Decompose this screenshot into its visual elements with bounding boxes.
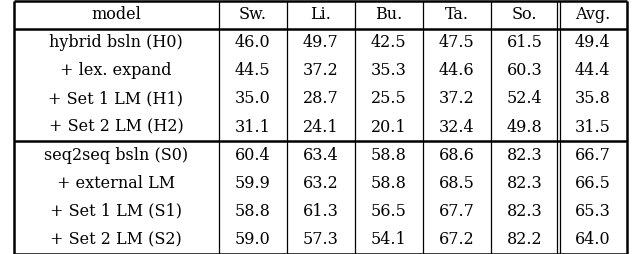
Text: Li.: Li. — [310, 6, 331, 23]
Text: 63.4: 63.4 — [303, 147, 339, 164]
Text: 58.8: 58.8 — [371, 147, 406, 164]
Text: 49.8: 49.8 — [507, 119, 542, 135]
Text: 68.6: 68.6 — [438, 147, 474, 164]
Text: 68.5: 68.5 — [438, 175, 474, 192]
Text: 47.5: 47.5 — [438, 34, 474, 51]
Text: 52.4: 52.4 — [507, 90, 542, 107]
Text: 61.3: 61.3 — [303, 203, 339, 220]
Text: 59.0: 59.0 — [235, 231, 270, 248]
Text: 54.1: 54.1 — [371, 231, 406, 248]
Text: 42.5: 42.5 — [371, 34, 406, 51]
Text: + lex. expand: + lex. expand — [60, 62, 172, 79]
Text: 49.7: 49.7 — [303, 34, 339, 51]
Text: 58.8: 58.8 — [371, 175, 406, 192]
Text: Bu.: Bu. — [375, 6, 402, 23]
Text: 31.5: 31.5 — [575, 119, 611, 135]
Text: seq2seq bsln (S0): seq2seq bsln (S0) — [44, 147, 188, 164]
Text: 67.7: 67.7 — [438, 203, 474, 220]
Text: 59.9: 59.9 — [235, 175, 271, 192]
Text: hybrid bsln (H0): hybrid bsln (H0) — [49, 34, 183, 51]
Text: 60.4: 60.4 — [235, 147, 270, 164]
Text: 37.2: 37.2 — [303, 62, 339, 79]
Text: 46.0: 46.0 — [235, 34, 270, 51]
Text: + Set 1 LM (H1): + Set 1 LM (H1) — [49, 90, 184, 107]
Text: 35.3: 35.3 — [371, 62, 406, 79]
Text: 56.5: 56.5 — [371, 203, 406, 220]
Text: 60.3: 60.3 — [507, 62, 542, 79]
Text: 49.4: 49.4 — [575, 34, 611, 51]
Text: 61.5: 61.5 — [507, 34, 543, 51]
Text: 63.2: 63.2 — [303, 175, 339, 192]
Text: 64.0: 64.0 — [575, 231, 611, 248]
Text: 66.5: 66.5 — [575, 175, 611, 192]
Text: 31.1: 31.1 — [235, 119, 271, 135]
Text: Ta.: Ta. — [445, 6, 468, 23]
Text: So.: So. — [512, 6, 537, 23]
Text: 37.2: 37.2 — [438, 90, 474, 107]
Text: 65.3: 65.3 — [575, 203, 611, 220]
Text: 35.8: 35.8 — [575, 90, 611, 107]
Text: + Set 2 LM (H2): + Set 2 LM (H2) — [49, 119, 184, 135]
Text: 35.0: 35.0 — [235, 90, 270, 107]
Text: 20.1: 20.1 — [371, 119, 406, 135]
Text: 28.7: 28.7 — [303, 90, 339, 107]
Text: 82.3: 82.3 — [507, 203, 542, 220]
Text: Avg.: Avg. — [575, 6, 610, 23]
Text: 82.3: 82.3 — [507, 175, 542, 192]
Text: Sw.: Sw. — [239, 6, 266, 23]
Text: 57.3: 57.3 — [303, 231, 339, 248]
Text: 44.5: 44.5 — [235, 62, 270, 79]
Text: 44.6: 44.6 — [438, 62, 474, 79]
Text: + Set 2 LM (S2): + Set 2 LM (S2) — [50, 231, 182, 248]
Text: + Set 1 LM (S1): + Set 1 LM (S1) — [50, 203, 182, 220]
Text: 66.7: 66.7 — [575, 147, 611, 164]
Text: model: model — [91, 6, 141, 23]
Text: + external LM: + external LM — [57, 175, 175, 192]
Text: 24.1: 24.1 — [303, 119, 339, 135]
Text: 44.4: 44.4 — [575, 62, 611, 79]
Text: 32.4: 32.4 — [438, 119, 474, 135]
Text: 25.5: 25.5 — [371, 90, 406, 107]
Text: 82.2: 82.2 — [507, 231, 542, 248]
Text: 67.2: 67.2 — [438, 231, 474, 248]
Text: 82.3: 82.3 — [507, 147, 542, 164]
Text: 58.8: 58.8 — [235, 203, 271, 220]
